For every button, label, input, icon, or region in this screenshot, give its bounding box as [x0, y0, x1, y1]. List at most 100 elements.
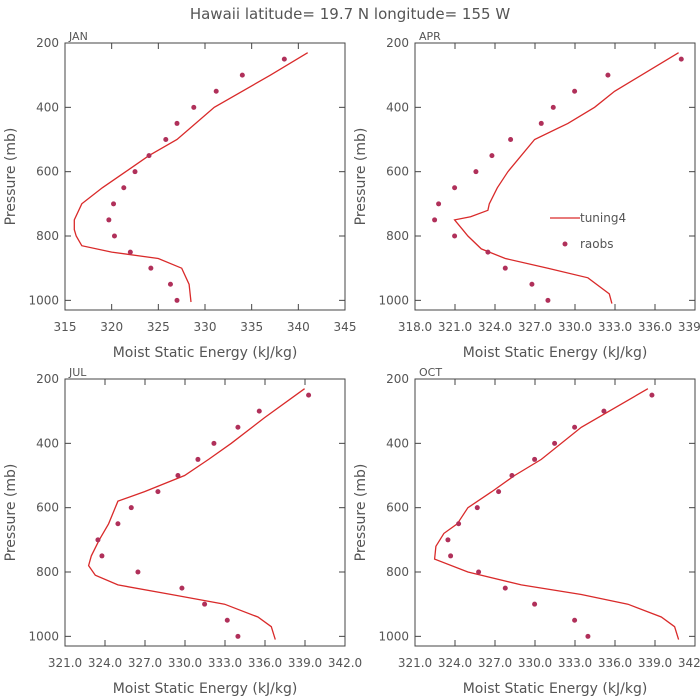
panel-jul-ytick-label: 1000 [28, 629, 59, 643]
panel-apr-xtick-label: 327.0 [518, 320, 552, 334]
panel-apr-obs-point [452, 185, 458, 191]
panel-jan-obs-point [213, 88, 219, 94]
panel-oct-xtick-label: 327.0 [478, 656, 512, 670]
panel-jan-obs-point [148, 265, 154, 271]
panel-oct-obs-point [532, 601, 538, 607]
panel-apr-xlabel: Moist Static Energy (kJ/kg) [463, 345, 648, 361]
panel-apr-obs-point [529, 281, 535, 287]
panel-jan-obs-point [121, 185, 127, 191]
panel-apr-ytick-label: 200 [386, 36, 409, 50]
panel-jul-ytick-label: 600 [36, 501, 59, 515]
panel-jul-obs-point [135, 569, 141, 575]
panel-jul-ytick-label: 400 [36, 436, 59, 450]
panel-jan-ylabel: Pressure (mb) [3, 128, 19, 226]
legend-model-label: tuning4 [580, 211, 626, 225]
panel-jul-obs-point [306, 392, 312, 398]
panel-jul-obs-point [195, 456, 201, 462]
panel-jul-obs-point [179, 585, 185, 591]
panel-jan-xtick-label: 325 [147, 320, 170, 334]
panel-jan-ytick-label: 200 [36, 36, 59, 50]
panel-apr-obs-point [572, 88, 578, 94]
panel-jul-obs-point [128, 505, 134, 511]
panel-jul-ytick-label: 800 [36, 565, 59, 579]
panel-jan-obs-point [146, 153, 152, 159]
panel-jan-obs-point [106, 217, 112, 223]
panel-oct-title: OCT [419, 366, 442, 379]
panel-jul-obs-point [235, 633, 241, 639]
panel-jan-ytick-label: 600 [36, 165, 59, 179]
panel-jul-xtick-label: 330.0 [168, 656, 202, 670]
panel-apr-xtick-label: 330.0 [558, 320, 592, 334]
panel-jan-xtick-label: 320 [100, 320, 123, 334]
figure-title: Hawaii latitude= 19.7 N longitude= 155 W [190, 5, 510, 23]
panel-jul-xtick-label: 342.0 [328, 656, 362, 670]
panel-apr-ytick-label: 600 [386, 165, 409, 179]
panel-oct-obs-point [496, 489, 502, 495]
panel-jul-series-line [87, 388, 305, 640]
panel-apr-obs-point [545, 297, 551, 303]
panel-jan-obs-point [163, 137, 169, 143]
panel-jul-title: JUL [68, 366, 87, 379]
panel-oct-ytick-label: 1000 [378, 629, 409, 643]
panel-oct-series-line [433, 388, 680, 640]
panel-jul-xtick-label: 327.0 [128, 656, 162, 670]
panel-jul-obs-point [95, 537, 101, 543]
panel-jan-obs-point [111, 233, 117, 239]
legend-point-swatch [562, 241, 568, 247]
panel-oct-ytick-label: 400 [386, 436, 409, 450]
panel-oct-obs-point [476, 569, 482, 575]
panel-jan-obs-point [132, 169, 138, 175]
panel-apr-obs-point [605, 72, 611, 78]
panel-apr-obs-point [502, 265, 508, 271]
panel-oct-obs-point [585, 633, 591, 639]
panel-jul-xtick-label: 321.0 [48, 656, 82, 670]
panel-oct-obs-point [572, 424, 578, 430]
panel-apr-ylabel: Pressure (mb) [353, 128, 369, 226]
panel-jan-obs-point [174, 120, 180, 126]
panel-jan-obs-point [239, 72, 245, 78]
panel-oct-ytick-label: 600 [386, 501, 409, 515]
panel-oct-obs-point [552, 440, 558, 446]
panel-jul-xtick-label: 336.0 [248, 656, 282, 670]
panel-jul-xtick-label: 333.0 [208, 656, 242, 670]
panel-oct-ytick-label: 200 [386, 372, 409, 386]
panel-jul-obs-point [256, 408, 262, 414]
panel-jan-obs-point [127, 249, 133, 255]
panel-oct-xtick-label: 342.0 [678, 656, 700, 670]
panel-oct-xlabel: Moist Static Energy (kJ/kg) [463, 681, 648, 697]
panel-oct-xtick-label: 330.0 [518, 656, 552, 670]
panel-oct-obs-point [572, 617, 578, 623]
panel-jan-obs-point [111, 201, 117, 207]
panel-oct-obs-point [509, 473, 515, 479]
panel-apr-title: APR [419, 30, 441, 43]
panel-oct-ytick-label: 800 [386, 565, 409, 579]
panel-oct-xtick-label: 324.0 [438, 656, 472, 670]
panel-jul-obs-point [224, 617, 230, 623]
panel-apr-obs-point [485, 249, 491, 255]
panel-jan-title: JAN [68, 30, 88, 43]
panel-oct-obs-point [649, 392, 655, 398]
panel-apr-obs-point [538, 120, 544, 126]
panel-jan-ytick-label: 400 [36, 100, 59, 114]
legend-obs-label: raobs [580, 237, 614, 251]
panel-jan-xtick-label: 330 [194, 320, 217, 334]
panel-oct-obs-point [474, 505, 480, 511]
panel-apr-obs-point [550, 104, 556, 110]
panel-jan-series-line [73, 52, 309, 303]
panel-jan-xlabel: Moist Static Energy (kJ/kg) [113, 345, 298, 361]
panel-apr-xtick-label: 339.0 [678, 320, 700, 334]
panel-apr-xtick-label: 333.0 [598, 320, 632, 334]
panel-oct-obs-point [456, 521, 462, 527]
panel-oct-obs-point [532, 456, 538, 462]
panel-oct-obs-point [448, 553, 454, 559]
panel-jan-xtick-label: 335 [240, 320, 263, 334]
panel-apr-ytick-label: 800 [386, 229, 409, 243]
panel-oct-frame [414, 378, 696, 647]
panel-jan-xtick-label: 345 [334, 320, 357, 334]
panel-jan-ytick-label: 800 [36, 229, 59, 243]
panel-jan-xtick-label: 340 [287, 320, 310, 334]
panel-oct-obs-point [445, 537, 451, 543]
panel-jan-obs-point [191, 104, 197, 110]
panel-jan-obs-point [167, 281, 173, 287]
